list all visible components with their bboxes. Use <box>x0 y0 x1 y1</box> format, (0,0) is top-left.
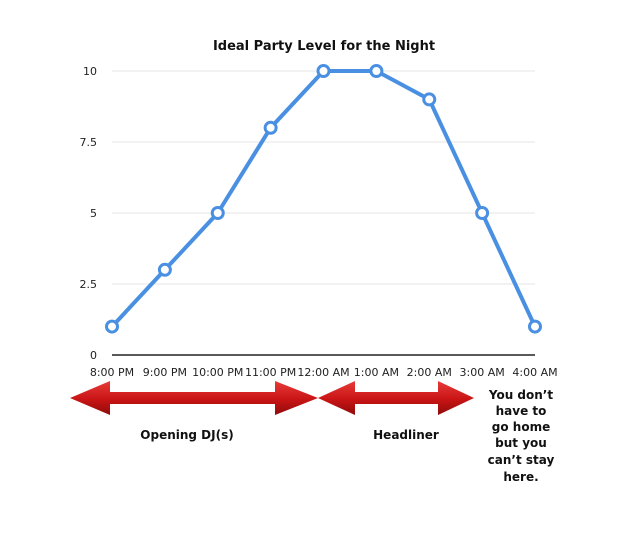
data-point <box>475 206 490 220</box>
y-tick-label: 0 <box>90 349 97 362</box>
data-point <box>528 319 542 334</box>
data-point <box>369 64 384 78</box>
opening-dj-label: Opening DJ(s) <box>140 428 233 442</box>
x-tick-label: 3:00 AM <box>460 366 505 379</box>
data-point <box>263 120 278 135</box>
headliner-arrow <box>318 381 474 415</box>
chart-title: Ideal Party Level for the Night <box>213 39 435 54</box>
data-point <box>105 319 119 334</box>
data-point <box>316 64 331 78</box>
data-point <box>422 92 437 107</box>
y-tick-label: 2.5 <box>80 278 98 291</box>
y-tick-label: 5 <box>90 207 97 220</box>
y-tick-label: 10 <box>83 65 97 78</box>
x-tick-label: 10:00 PM <box>192 366 243 379</box>
closing-note-line-3: go home <box>492 420 550 434</box>
closing-note-line-2: have to <box>496 404 547 418</box>
x-tick-label: 11:00 PM <box>245 366 296 379</box>
x-tick-label: 12:00 AM <box>297 366 349 379</box>
grid-lines <box>112 70 535 285</box>
x-tick-label: 4:00 AM <box>512 366 557 379</box>
x-tick-label: 8:00 PM <box>90 366 134 379</box>
x-tick-label: 1:00 AM <box>354 366 399 379</box>
x-axis-ticks: 8:00 PM 9:00 PM 10:00 PM 11:00 PM 12:00 AM 1:… <box>90 366 558 379</box>
y-axis-ticks: 0 2.5 5 7.5 10 <box>80 65 98 362</box>
headliner-label: Headliner <box>373 428 439 442</box>
series-party-level <box>105 64 542 334</box>
closing-note-line-4: but you <box>495 436 547 450</box>
x-tick-label: 9:00 PM <box>143 366 187 379</box>
opening-dj-arrow <box>70 381 318 415</box>
data-point <box>210 206 225 220</box>
closing-note-line-1: You don’t <box>488 388 553 402</box>
series-line <box>110 69 537 329</box>
closing-note-line-5: can’t stay <box>488 453 555 467</box>
closing-note-line-6: here. <box>503 470 538 484</box>
y-tick-label: 7.5 <box>80 136 98 149</box>
x-tick-label: 2:00 AM <box>407 366 452 379</box>
data-point <box>157 262 172 277</box>
